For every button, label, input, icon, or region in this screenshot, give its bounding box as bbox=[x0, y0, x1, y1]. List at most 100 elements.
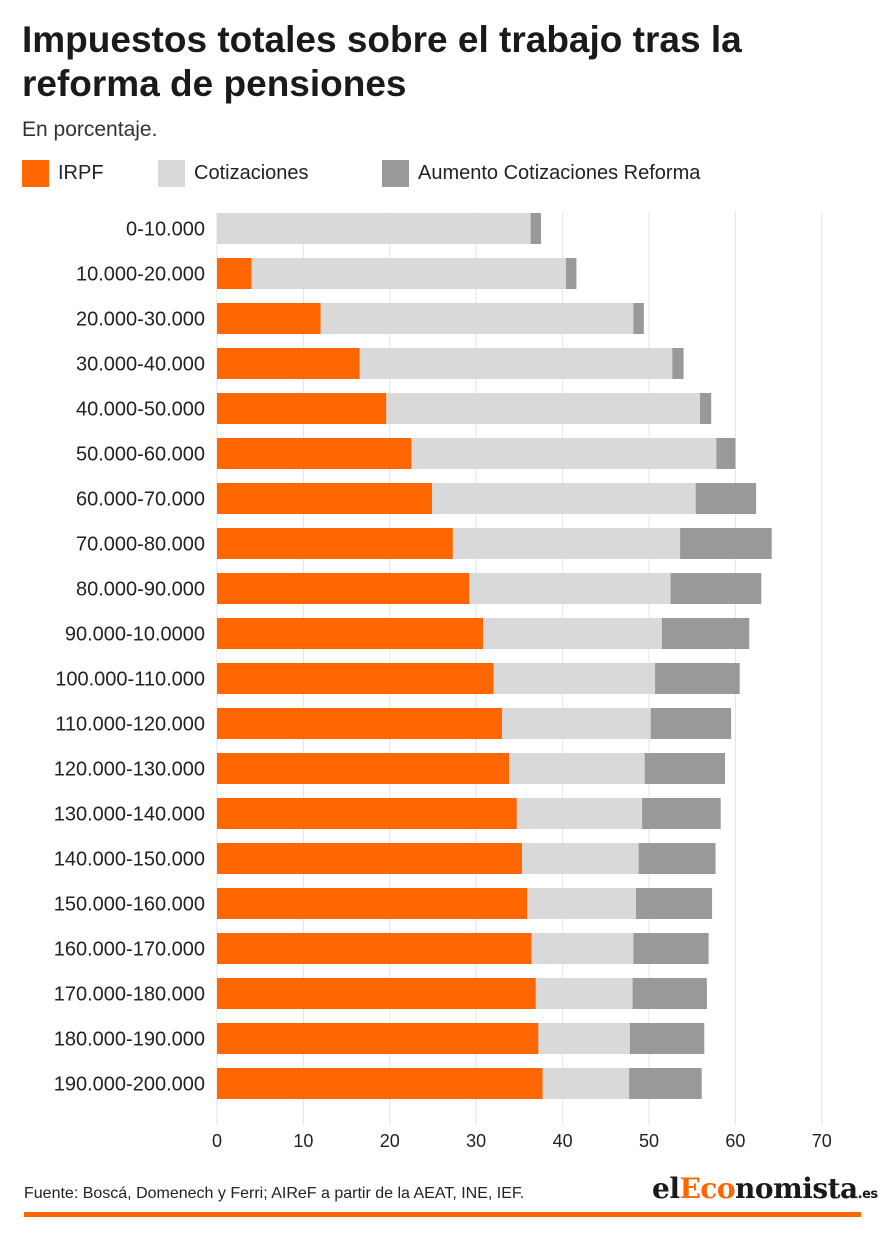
x-tick-label: 30 bbox=[466, 1131, 486, 1151]
publisher-logo: elEconomista.es bbox=[652, 1172, 878, 1205]
category-label: 130.000-140.000 bbox=[54, 804, 205, 826]
bar-segment-aumento bbox=[629, 1023, 705, 1054]
bar-segment-aumento bbox=[661, 618, 750, 649]
bar-segment-aumento bbox=[716, 438, 736, 469]
bar-segment-aumento bbox=[672, 348, 684, 379]
legend-label-aumento: Aumento Cotizaciones Reforma bbox=[418, 161, 701, 184]
bar-segment-irpf bbox=[217, 618, 484, 649]
bar-segment-irpf bbox=[217, 348, 360, 379]
category-label: 60.000-70.000 bbox=[76, 489, 205, 511]
bar-segment-cotizaciones bbox=[527, 888, 637, 919]
bar-segment-aumento bbox=[695, 483, 757, 514]
bar-segment-aumento bbox=[680, 528, 772, 559]
bar-chart: 0-10.000 10.000-20.000 20.000-30.000 30.000… bbox=[54, 212, 832, 1151]
bottom-rule bbox=[24, 1212, 861, 1217]
bar-segment-aumento bbox=[670, 573, 762, 604]
category-label: 140.000-150.000 bbox=[54, 849, 205, 871]
category-label: 170.000-180.000 bbox=[54, 984, 205, 1006]
category-label: 180.000-190.000 bbox=[54, 1029, 205, 1051]
bar-segment-irpf bbox=[217, 303, 321, 334]
bar-segment-aumento bbox=[644, 753, 726, 784]
category-label: 20.000-30.000 bbox=[76, 309, 205, 331]
bar-segment-cotizaciones bbox=[493, 663, 656, 694]
bar-segment-cotizaciones bbox=[502, 708, 651, 739]
category-label: 100.000-110.000 bbox=[55, 669, 205, 691]
chart-title: Impuestos totales sobre el trabajo tras … bbox=[22, 19, 742, 104]
category-label: 120.000-130.000 bbox=[54, 759, 205, 781]
bar-segment-cotizaciones bbox=[386, 393, 700, 424]
bar-segment-aumento bbox=[699, 393, 712, 424]
bar-segment-irpf bbox=[217, 1023, 539, 1054]
legend-swatch-cotizaciones bbox=[158, 159, 185, 187]
bar-segment-cotizaciones bbox=[469, 573, 671, 604]
bar-segment-aumento bbox=[636, 888, 713, 919]
bar-segment-cotizaciones bbox=[359, 348, 673, 379]
bar-segment-aumento bbox=[566, 258, 577, 289]
bar-segment-irpf bbox=[217, 663, 494, 694]
bar-segment-cotizaciones bbox=[535, 978, 633, 1009]
chart-subtitle: En porcentaje. bbox=[22, 118, 158, 141]
bar-segment-irpf bbox=[217, 888, 528, 919]
legend: IRPF Cotizaciones Aumento Cotizaciones R… bbox=[22, 158, 872, 188]
category-label: 110.000-120.000 bbox=[55, 714, 205, 736]
bar-segment-aumento bbox=[633, 303, 644, 334]
bar-segment-cotizaciones bbox=[217, 213, 531, 244]
x-tick-label: 50 bbox=[639, 1131, 659, 1151]
bar-segment-irpf bbox=[217, 933, 532, 964]
category-label: 150.000-160.000 bbox=[54, 894, 205, 916]
category-label: 80.000-90.000 bbox=[76, 579, 205, 601]
bar-segment-irpf bbox=[217, 843, 522, 874]
x-tick-label: 40 bbox=[553, 1131, 573, 1151]
x-tick-label: 20 bbox=[380, 1131, 400, 1151]
bar-segment-irpf bbox=[217, 978, 536, 1009]
x-tick-label: 0 bbox=[212, 1131, 222, 1151]
bar-segment-irpf bbox=[217, 393, 387, 424]
bar-segment-cotizaciones bbox=[320, 303, 634, 334]
bar-segment-cotizaciones bbox=[521, 843, 639, 874]
bar-segment-irpf bbox=[217, 483, 433, 514]
bar-segment-cotizaciones bbox=[411, 438, 717, 469]
bar-segment-aumento bbox=[530, 213, 541, 244]
bar-segment-irpf bbox=[217, 1068, 543, 1099]
x-tick-label: 60 bbox=[725, 1131, 745, 1151]
legend-item-irpf: IRPF bbox=[22, 158, 104, 188]
bar-segment-cotizaciones bbox=[538, 1023, 630, 1054]
bar-segment-cotizaciones bbox=[509, 753, 645, 784]
bar-segment-irpf bbox=[217, 753, 510, 784]
legend-item-cotizaciones: Cotizaciones bbox=[158, 158, 309, 188]
bar-segment-irpf bbox=[217, 573, 470, 604]
legend-swatch-aumento bbox=[382, 159, 409, 187]
bar-segment-irpf bbox=[217, 798, 517, 829]
bar-segment-aumento bbox=[638, 843, 716, 874]
bar-segment-aumento bbox=[642, 798, 721, 829]
bar-segment-cotizaciones bbox=[516, 798, 643, 829]
legend-label-cotizaciones: Cotizaciones bbox=[194, 161, 309, 184]
bar-segment-irpf bbox=[217, 528, 453, 559]
bar-segment-cotizaciones bbox=[452, 528, 681, 559]
category-label: 90.000-10.0000 bbox=[65, 624, 205, 646]
bar-segment-cotizaciones bbox=[531, 933, 634, 964]
bar-segment-aumento bbox=[632, 978, 707, 1009]
bar-segment-cotizaciones bbox=[432, 483, 696, 514]
category-label: 40.000-50.000 bbox=[76, 399, 205, 421]
bar-segment-cotizaciones bbox=[251, 258, 567, 289]
bar-segment-cotizaciones bbox=[542, 1068, 630, 1099]
legend-item-aumento: Aumento Cotizaciones Reforma bbox=[382, 158, 700, 188]
category-label: 50.000-60.000 bbox=[76, 444, 205, 466]
x-tick-label: 10 bbox=[293, 1131, 313, 1151]
category-label: 190.000-200.000 bbox=[54, 1074, 205, 1096]
bar-segment-aumento bbox=[629, 1068, 702, 1099]
bar-segment-irpf bbox=[217, 258, 252, 289]
category-label: 10.000-20.000 bbox=[76, 264, 205, 286]
category-label: 70.000-80.000 bbox=[76, 534, 205, 556]
bar-segment-irpf bbox=[217, 438, 412, 469]
bar-segment-aumento bbox=[633, 933, 709, 964]
legend-label-irpf: IRPF bbox=[58, 161, 104, 184]
category-label: 30.000-40.000 bbox=[76, 354, 205, 376]
category-label: 160.000-170.000 bbox=[54, 939, 205, 961]
bar-segment-aumento bbox=[650, 708, 732, 739]
bar-segment-irpf bbox=[217, 708, 503, 739]
category-label: 0-10.000 bbox=[126, 219, 205, 241]
bar-segment-cotizaciones bbox=[483, 618, 662, 649]
legend-swatch-irpf bbox=[22, 159, 49, 187]
